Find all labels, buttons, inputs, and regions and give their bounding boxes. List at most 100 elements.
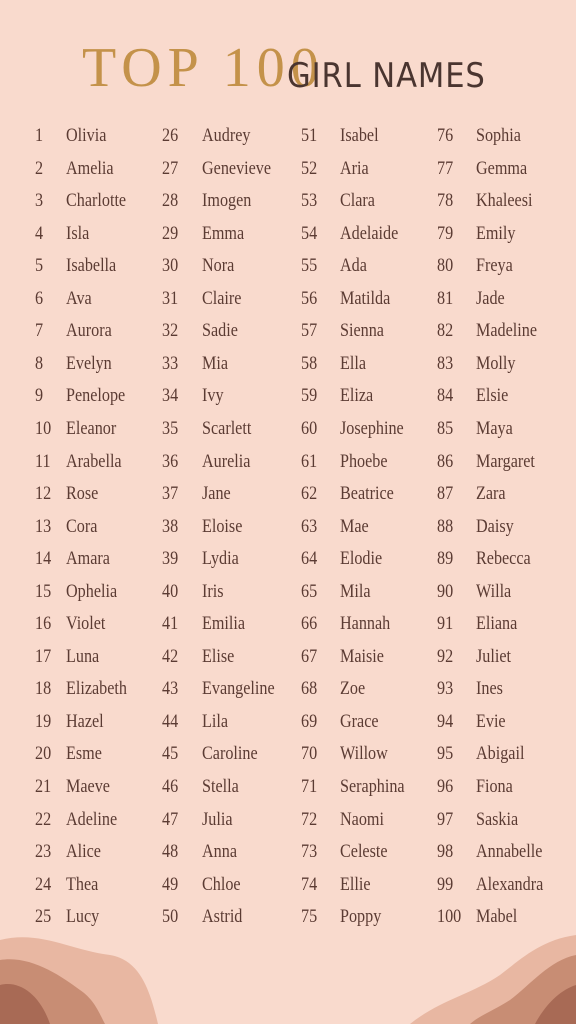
name: Evangeline	[202, 678, 275, 700]
name: Elsie	[476, 385, 509, 407]
name: Naomi	[340, 808, 384, 830]
rank: 2	[35, 157, 44, 179]
rank: 5	[35, 255, 44, 277]
rank: 22	[35, 808, 52, 830]
name: Alexandra	[476, 873, 544, 895]
rank: 64	[301, 548, 318, 570]
name: Jade	[476, 287, 505, 309]
rank: 59	[301, 385, 318, 407]
name: Isabel	[340, 125, 379, 146]
name: Eliana	[476, 613, 518, 635]
name: Seraphina	[340, 776, 405, 797]
name: Gemma	[476, 157, 528, 179]
rank: 76	[437, 125, 454, 146]
name: Caroline	[202, 743, 258, 765]
name: Margaret	[476, 450, 535, 472]
rank: 79	[437, 222, 454, 244]
rank: 71	[301, 776, 318, 797]
name: Grace	[340, 710, 379, 732]
name: Isabella	[66, 255, 117, 277]
rank: 23	[35, 841, 52, 863]
rank: 92	[437, 645, 454, 667]
rank: 77	[437, 157, 454, 179]
name: Lucy	[66, 906, 100, 928]
name: Olivia	[66, 125, 107, 146]
rank: 65	[301, 580, 318, 602]
rank: 38	[162, 515, 179, 537]
name: Annabelle	[476, 841, 543, 863]
rank: 29	[162, 222, 179, 244]
name: Luna	[66, 645, 100, 667]
rank: 43	[162, 678, 179, 700]
name: Emily	[476, 222, 516, 244]
rank: 32	[162, 320, 179, 342]
name: Imogen	[202, 190, 252, 212]
rank: 82	[437, 320, 454, 342]
name: Eloise	[202, 515, 243, 537]
name: Khaleesi	[476, 190, 533, 212]
name: Ella	[340, 352, 367, 374]
name: Jane	[202, 483, 231, 505]
rank: 16	[35, 613, 52, 635]
name: Elizabeth	[66, 678, 127, 700]
rank: 36	[162, 450, 179, 472]
name: Evie	[476, 710, 506, 732]
rank: 62	[301, 483, 318, 505]
name: Amara	[66, 548, 110, 570]
rank: 70	[301, 743, 318, 765]
rank: 1	[35, 125, 44, 146]
rank: 51	[301, 125, 318, 146]
name: Charlotte	[66, 190, 127, 212]
rank: 34	[162, 385, 179, 407]
rank: 66	[301, 613, 318, 635]
rank: 37	[162, 483, 179, 505]
rank: 86	[437, 450, 454, 472]
name: Willow	[340, 743, 388, 765]
rank: 25	[35, 906, 52, 928]
rank: 96	[437, 776, 454, 797]
name: Ophelia	[66, 580, 118, 602]
rank: 50	[162, 906, 179, 928]
rank: 3	[35, 190, 44, 212]
rank: 8	[35, 352, 44, 374]
name: Evelyn	[66, 352, 112, 374]
rank: 87	[437, 483, 454, 505]
name: Rebecca	[476, 548, 531, 570]
name: Beatrice	[340, 483, 394, 505]
name: Isla	[66, 222, 90, 244]
rank: 56	[301, 287, 318, 309]
rank: 69	[301, 710, 318, 732]
name: Willa	[476, 580, 512, 602]
name: Mae	[340, 515, 369, 537]
name: Zoe	[340, 678, 366, 700]
name: Audrey	[202, 125, 251, 146]
name: Esme	[66, 743, 102, 765]
name: Aurora	[66, 320, 112, 342]
rank: 67	[301, 645, 318, 667]
rank: 60	[301, 417, 318, 439]
rank: 91	[437, 613, 454, 635]
name: Anna	[202, 841, 237, 863]
name: Aurelia	[202, 450, 251, 472]
name: Ada	[340, 255, 367, 277]
rank: 21	[35, 776, 52, 797]
name: Sienna	[340, 320, 384, 342]
name: Elodie	[340, 548, 383, 570]
rank: 10	[35, 417, 52, 439]
name: Phoebe	[340, 450, 388, 472]
name: Aria	[340, 157, 369, 179]
name: Maeve	[66, 776, 110, 797]
rank: 15	[35, 580, 52, 602]
rank: 68	[301, 678, 318, 700]
name: Abigail	[476, 743, 525, 765]
rank: 47	[162, 808, 179, 830]
name: Rose	[66, 483, 99, 505]
name: Thea	[66, 873, 99, 895]
rank: 100	[437, 906, 462, 928]
rank: 52	[301, 157, 318, 179]
rank: 58	[301, 352, 318, 374]
name: Chloe	[202, 873, 241, 895]
rank: 9	[35, 385, 44, 407]
